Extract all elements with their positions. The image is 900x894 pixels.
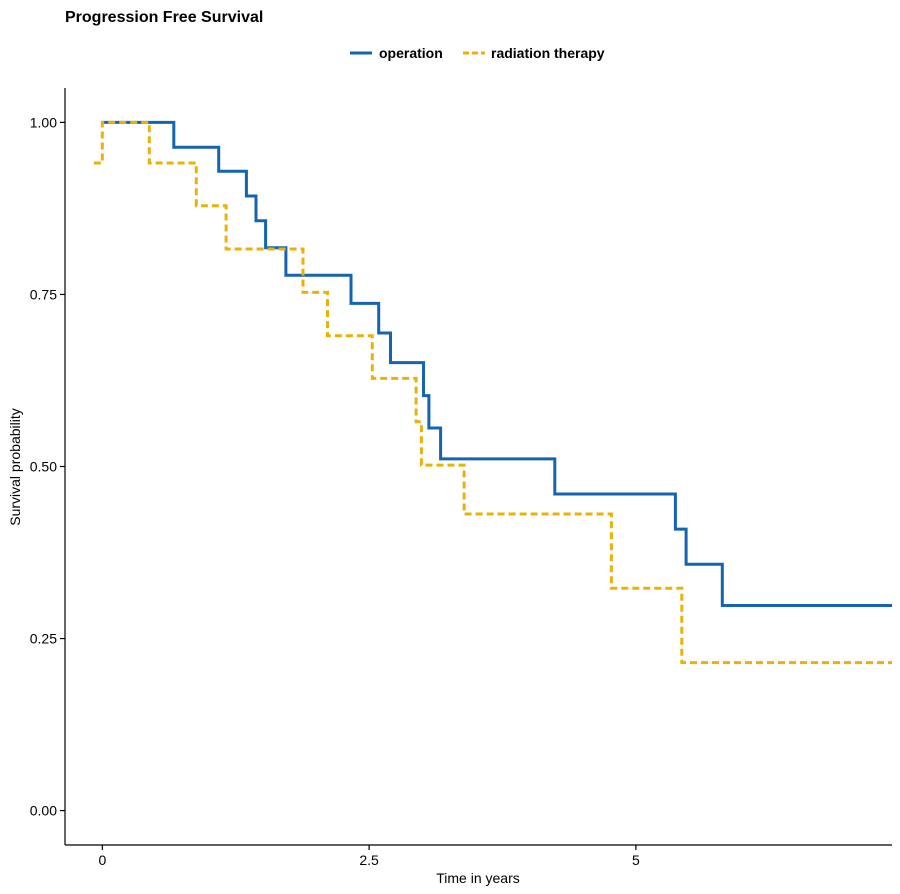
survival-curves — [93, 120, 892, 665]
series-line-radiation-therapy — [93, 120, 892, 665]
legend: operation radiation therapy — [350, 45, 605, 61]
x-tick-label: 0 — [98, 852, 106, 868]
series-line-operation — [102, 120, 892, 607]
x-tick-label: 2.5 — [359, 852, 379, 868]
chart-title: Progression Free Survival — [65, 9, 263, 26]
x-tick-label: 5 — [632, 852, 640, 868]
x-axis-label: Time in years — [436, 870, 520, 886]
y-tick-label: 0.50 — [30, 459, 57, 475]
legend-label-radiation-therapy: radiation therapy — [491, 45, 605, 61]
axes: 0.00 0.25 0.50 0.75 1.00 0 2.5 5 — [30, 88, 892, 868]
y-tick-label: 0.25 — [30, 631, 57, 647]
y-axis-label: Survival probability — [7, 408, 23, 526]
legend-label-operation: operation — [379, 45, 443, 61]
y-tick-label: 1.00 — [30, 114, 57, 130]
y-tick-label: 0.00 — [30, 803, 57, 819]
y-tick-label: 0.75 — [30, 286, 57, 302]
